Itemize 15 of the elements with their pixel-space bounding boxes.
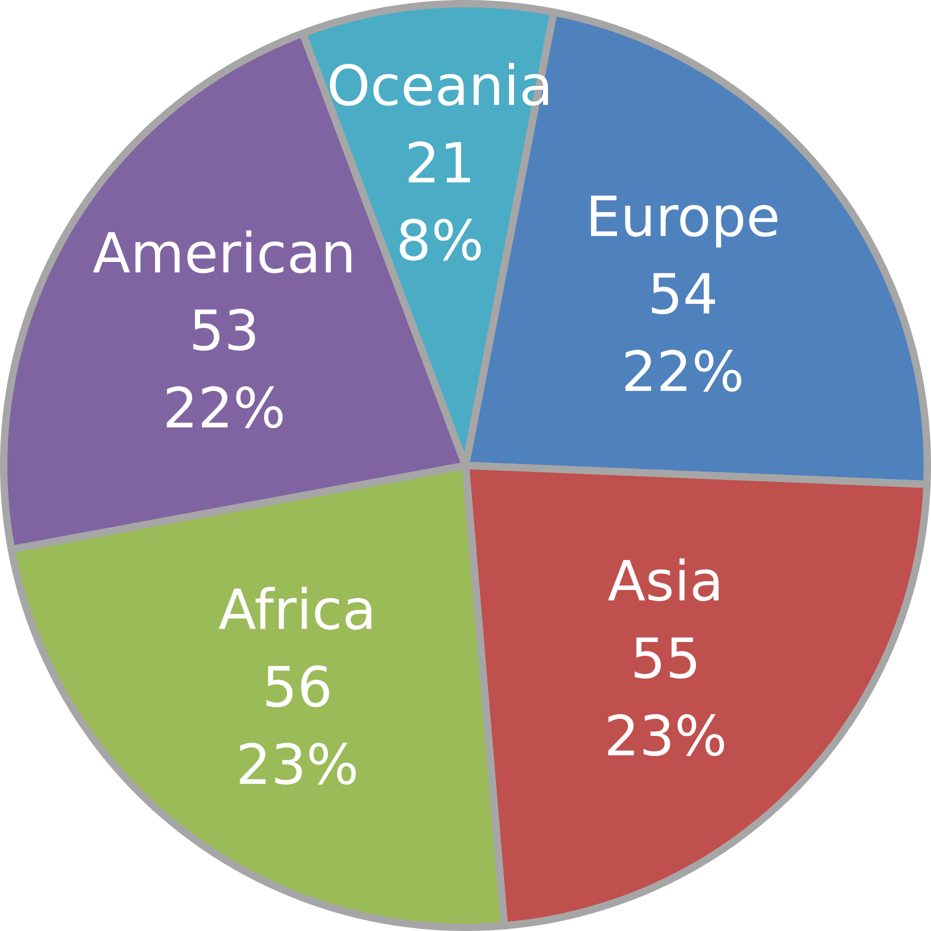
data-label: 54 bbox=[652, 273, 715, 314]
text: 8% bbox=[400, 218, 481, 261]
slice-label: Asia bbox=[608, 558, 719, 602]
slice-label: Oceania bbox=[330, 62, 548, 106]
text: 22% bbox=[166, 386, 283, 428]
text: 23% bbox=[608, 714, 724, 756]
text: 22% bbox=[625, 350, 742, 392]
data-label: 21 bbox=[408, 141, 470, 182]
slice-label: Europe bbox=[591, 196, 778, 248]
data-label: 53 bbox=[193, 308, 255, 351]
data-label: 56 bbox=[266, 665, 330, 708]
slice-label: American bbox=[92, 230, 352, 274]
slice-label: Africa bbox=[218, 586, 372, 630]
text: 23% bbox=[240, 742, 356, 785]
data-label: 55 bbox=[634, 637, 696, 679]
